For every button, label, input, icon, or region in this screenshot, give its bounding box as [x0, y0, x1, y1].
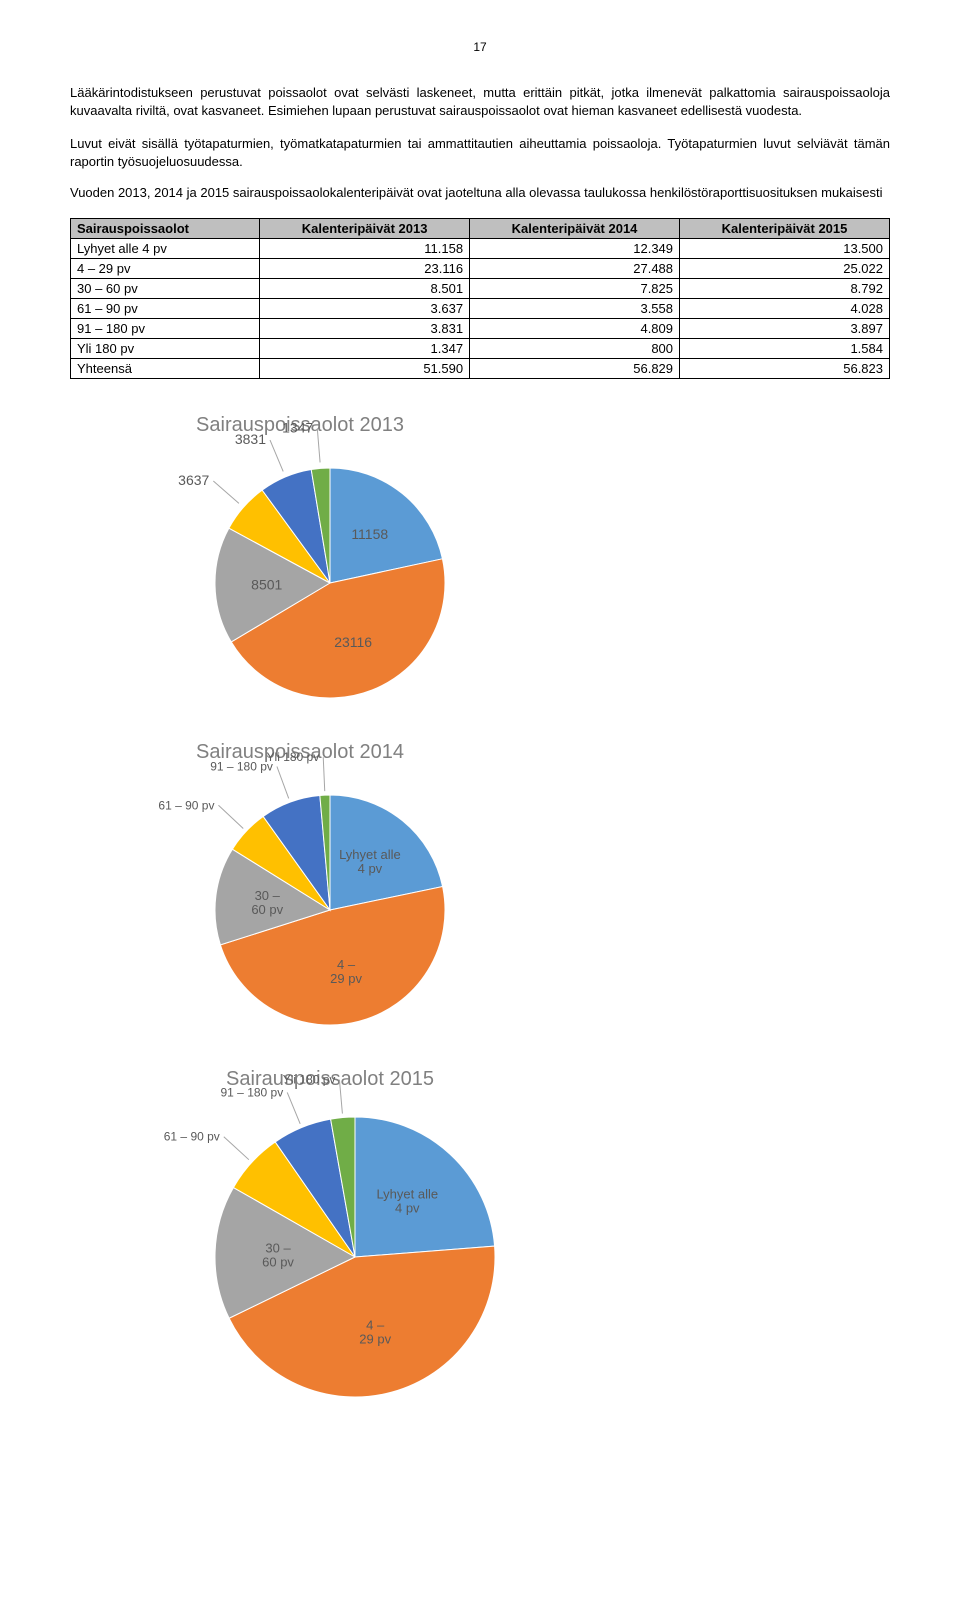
table-col-header: Kalenteripäivät 2013 — [260, 218, 470, 238]
table-cell: 7.825 — [470, 278, 680, 298]
table-col-header: Kalenteripäivät 2014 — [470, 218, 680, 238]
table-row: 30 – 60 pv8.5017.8258.792 — [71, 278, 890, 298]
table-row-label: 61 – 90 pv — [71, 298, 260, 318]
table-cell: 4.028 — [680, 298, 890, 318]
page-number: 17 — [70, 40, 890, 54]
pie-chart-2015: Sairauspoissaolot 2015Lyhyet alle4 pv4 –… — [70, 1057, 890, 1420]
pie-chart-2014: Sairauspoissaolot 2014Lyhyet alle4 pv4 –… — [70, 730, 890, 1043]
table-cell: 1.584 — [680, 338, 890, 358]
table-col-header: Kalenteripäivät 2015 — [680, 218, 890, 238]
pie-label: 11158 — [351, 526, 388, 542]
pie-label: 1347 — [282, 419, 313, 435]
sairauspoissaolot-table: Sairauspoissaolot Kalenteripäivät 2013 K… — [70, 218, 890, 379]
table-row: 61 – 90 pv3.6373.5584.028 — [71, 298, 890, 318]
pie-label: 30 –60 pv — [262, 1240, 294, 1269]
table-row: Lyhyet alle 4 pv11.15812.34913.500 — [71, 238, 890, 258]
table-cell: 12.349 — [470, 238, 680, 258]
table-cell: 4.809 — [470, 318, 680, 338]
table-row: Yhteensä51.59056.82956.823 — [71, 358, 890, 378]
table-row-label: 4 – 29 pv — [71, 258, 260, 278]
table-cell: 11.158 — [260, 238, 470, 258]
paragraph-2: Luvut eivät sisällä työtapaturmien, työm… — [70, 135, 890, 170]
pie-label: 61 – 90 pv — [164, 1129, 220, 1143]
table-row-label: Yhteensä — [71, 358, 260, 378]
paragraph-3: Vuoden 2013, 2014 ja 2015 sairauspoissao… — [70, 184, 890, 202]
table-cell: 27.488 — [470, 258, 680, 278]
table-cell: 3.897 — [680, 318, 890, 338]
table-row-label: 91 – 180 pv — [71, 318, 260, 338]
table-row: 91 – 180 pv3.8314.8093.897 — [71, 318, 890, 338]
pie-label: 61 – 90 pv — [158, 798, 214, 812]
table-cell: 23.116 — [260, 258, 470, 278]
pie-chart-2013: Sairauspoissaolot 2013111582311685013637… — [70, 403, 890, 716]
table-cell: 3.831 — [260, 318, 470, 338]
table-cell: 8.792 — [680, 278, 890, 298]
table-cell: 25.022 — [680, 258, 890, 278]
paragraph-1: Lääkärintodistukseen perustuvat poissaol… — [70, 84, 890, 119]
table-cell: 1.347 — [260, 338, 470, 358]
table-col-header-label: Sairauspoissaolot — [71, 218, 260, 238]
pie-label: 8501 — [251, 576, 282, 592]
pie-label: 91 – 180 pv — [221, 1085, 284, 1099]
table-cell: 800 — [470, 338, 680, 358]
pie-label: 91 – 180 pv — [210, 759, 273, 773]
table-cell: 3.558 — [470, 298, 680, 318]
table-cell: 13.500 — [680, 238, 890, 258]
table-cell: 56.829 — [470, 358, 680, 378]
pie-label: 3831 — [235, 431, 266, 447]
table-cell: 3.637 — [260, 298, 470, 318]
table-row-label: Lyhyet alle 4 pv — [71, 238, 260, 258]
table-cell: 51.590 — [260, 358, 470, 378]
table-cell: 56.823 — [680, 358, 890, 378]
pie-label: Yli 180 pv — [267, 750, 320, 764]
table-row: 4 – 29 pv23.11627.48825.022 — [71, 258, 890, 278]
table-cell: 8.501 — [260, 278, 470, 298]
pie-label: 30 –60 pv — [251, 888, 283, 917]
table-row-label: Yli 180 pv — [71, 338, 260, 358]
pie-label: 3637 — [178, 472, 209, 488]
pie-label: 23116 — [334, 634, 372, 650]
table-row: Yli 180 pv1.3478001.584 — [71, 338, 890, 358]
table-row-label: 30 – 60 pv — [71, 278, 260, 298]
pie-label: Yli 180 pv — [283, 1072, 336, 1086]
